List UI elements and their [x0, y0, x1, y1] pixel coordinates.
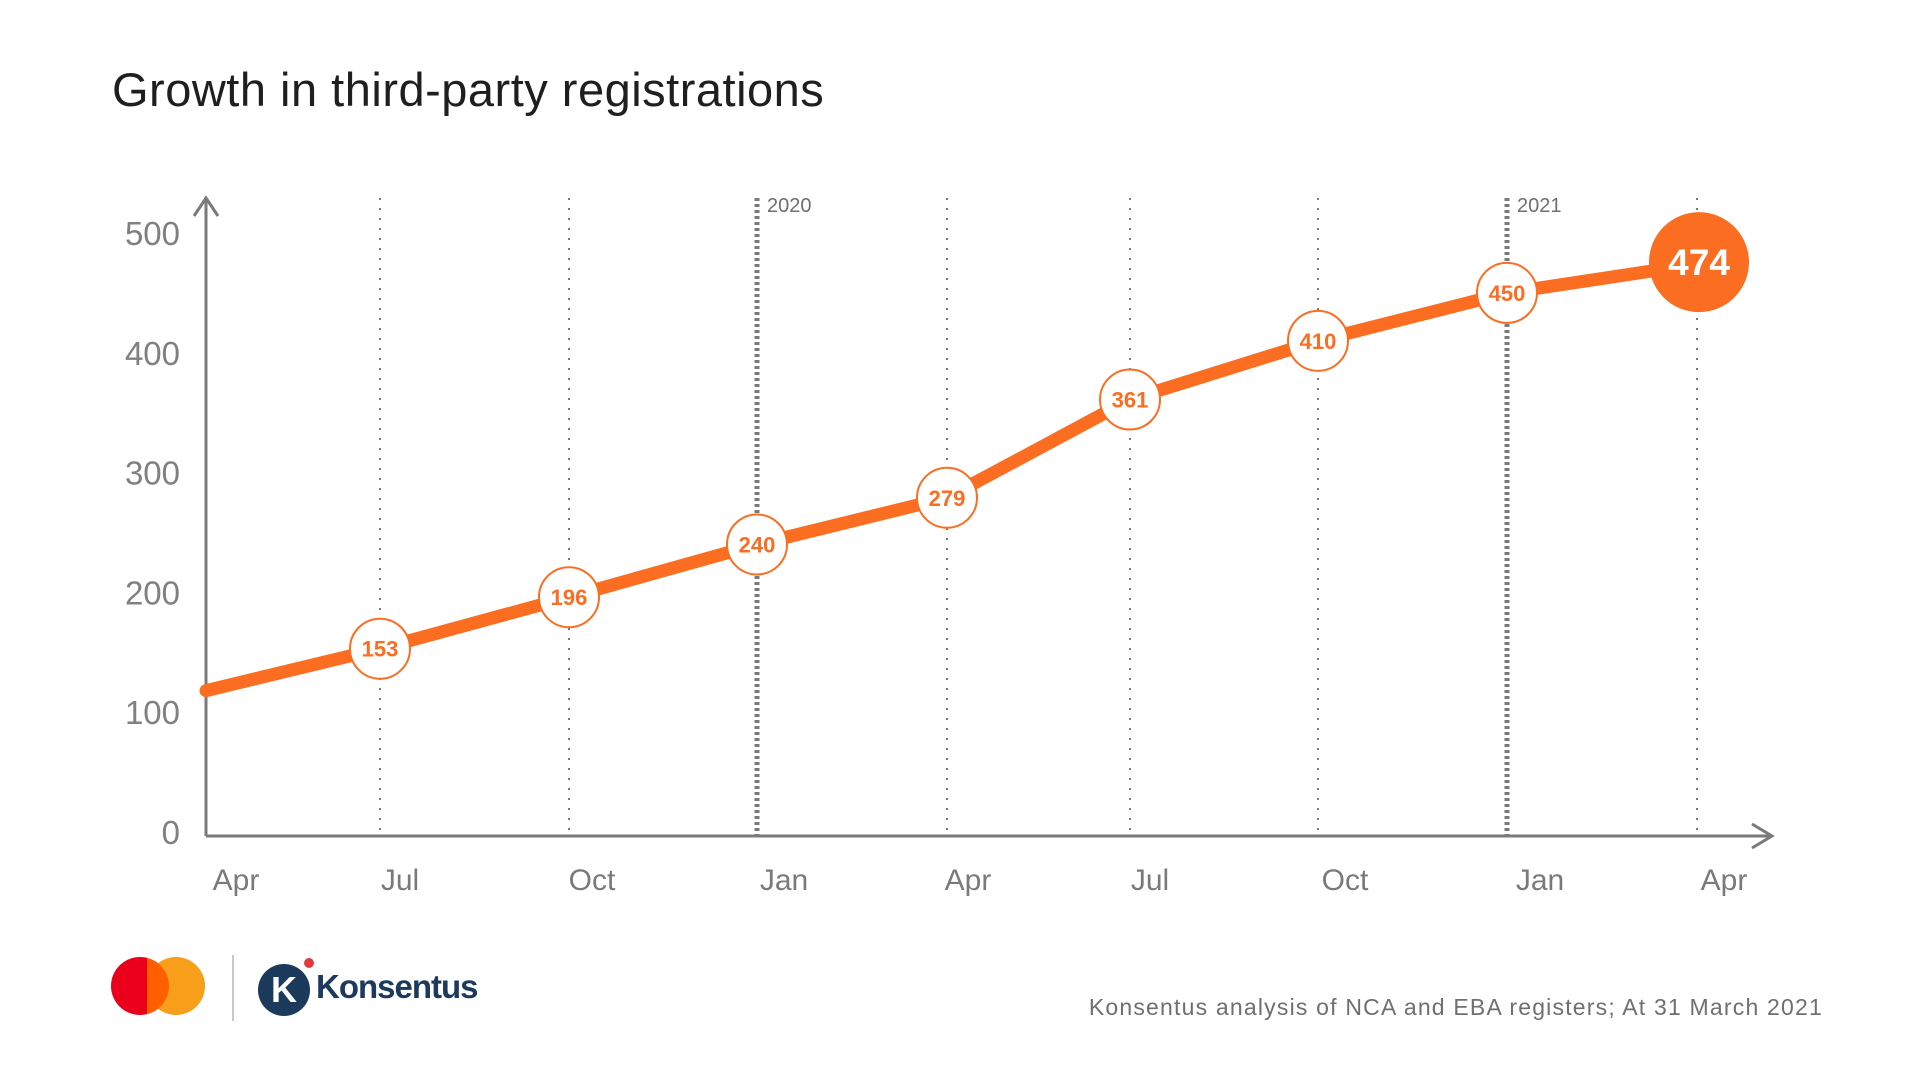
tick-labels: 2020 2021 0 100 200 300 400 500 Apr Jul Oct Jan Apr J… — [125, 195, 1747, 897]
y-tick-label: 300 — [125, 455, 180, 492]
data-label: 153 — [362, 637, 399, 662]
x-tick-label: Oct — [1322, 864, 1369, 897]
x-tick-label: Apr — [213, 864, 260, 897]
data-point — [1287, 309, 1349, 372]
year-marker-label: 2020 — [767, 195, 812, 217]
data-point — [538, 566, 600, 629]
data-point — [1476, 261, 1538, 324]
data-point-highlight — [1649, 212, 1749, 313]
konsentus-logo-icon — [258, 964, 310, 1016]
mastercard-overlap-icon — [147, 957, 169, 1015]
data-label: 279 — [929, 486, 966, 511]
x-tick-label: Jul — [1131, 864, 1169, 897]
x-axis-arrow-icon — [1751, 822, 1775, 850]
data-point — [916, 466, 978, 529]
logo-divider — [232, 955, 234, 1021]
data-label: 450 — [1489, 281, 1526, 306]
y-tick-label: 400 — [125, 335, 180, 372]
axes — [192, 195, 1775, 850]
data-label: 474 — [1668, 242, 1730, 283]
y-tick-label: 100 — [125, 694, 180, 731]
data-label: 361 — [1112, 388, 1149, 413]
x-tick-label: Oct — [569, 864, 616, 897]
data-label: 240 — [739, 532, 776, 557]
year-marker-label: 2021 — [1517, 195, 1562, 217]
x-tick-label: Jan — [1516, 864, 1564, 897]
y-tick-label: 0 — [162, 814, 180, 851]
y-tick-label: 500 — [125, 215, 180, 252]
data-label: 410 — [1300, 329, 1337, 354]
source-note: Konsentus analysis of NCA and EBA regist… — [1088, 994, 1823, 1020]
logo-area: K Konsentus — [108, 955, 508, 1025]
x-tick-label: Apr — [1701, 864, 1748, 897]
x-tick-label: Jul — [381, 864, 419, 897]
data-point — [349, 617, 411, 680]
data-markers: 153 196 240 279 361 410 450 474 — [349, 212, 1749, 680]
chart-title: Growth in third-party registrations — [112, 63, 825, 116]
y-axis-arrow-icon — [192, 195, 220, 217]
konsentus-wordmark: Konsentus — [316, 968, 479, 1005]
x-tick-label: Jan — [760, 864, 808, 897]
data-point — [726, 513, 788, 576]
konsentus-logo-letter: K — [271, 969, 297, 1010]
y-tick-label: 200 — [125, 574, 180, 611]
data-label: 196 — [551, 585, 588, 610]
konsentus-logo-dot-icon — [304, 958, 314, 968]
data-point — [1099, 368, 1161, 431]
x-tick-label: Apr — [945, 864, 992, 897]
